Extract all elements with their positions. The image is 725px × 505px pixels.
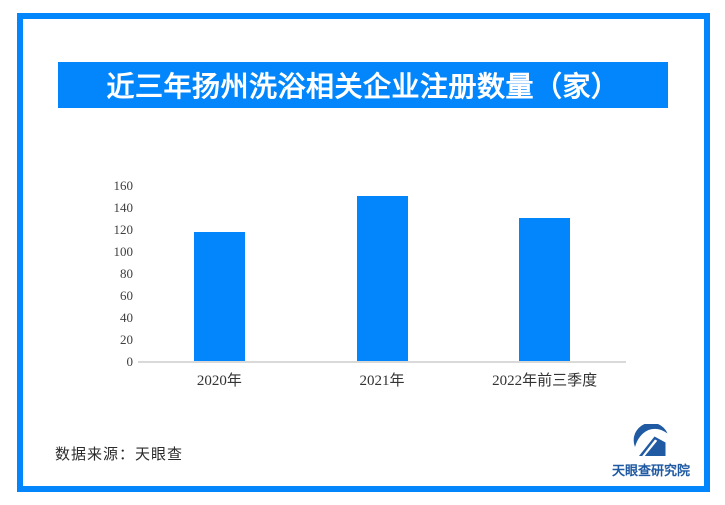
y-tick-label-120: 120 (113, 222, 134, 237)
bar-2021年 (357, 196, 408, 361)
tianyancha-eye-icon (633, 424, 667, 456)
title-banner: 近三年扬州洗浴相关企业注册数量（家） (58, 62, 668, 108)
y-tick-label-60: 60 (120, 288, 133, 303)
y-tick-label-140: 140 (113, 200, 134, 215)
category-label-2020年: 2020年 (196, 373, 242, 389)
chart-title: 近三年扬州洗浴相关企业注册数量（家） (106, 72, 620, 103)
y-tick-label-40: 40 (120, 310, 133, 325)
category-label-2021年: 2021年 (359, 373, 405, 389)
border-frame (17, 13, 710, 492)
y-tick-label-0: 0 (126, 354, 134, 369)
y-tick-label-100: 100 (113, 244, 134, 259)
y-tick-label-160: 160 (113, 178, 134, 193)
y-tick-label-20: 20 (120, 332, 133, 347)
y-tick-label-80: 80 (120, 266, 133, 281)
category-label-2022年前三季度: 2022年前三季度 (492, 373, 598, 389)
brand-logo: 天眼查研究院 (607, 424, 695, 479)
x-axis-line (138, 361, 626, 363)
brand-logo-text: 天眼查研究院 (611, 463, 690, 478)
bar-2020年 (194, 232, 245, 361)
bar-2022年前三季度 (519, 218, 570, 361)
data-source-label: 数据来源：天眼查 (55, 447, 184, 463)
